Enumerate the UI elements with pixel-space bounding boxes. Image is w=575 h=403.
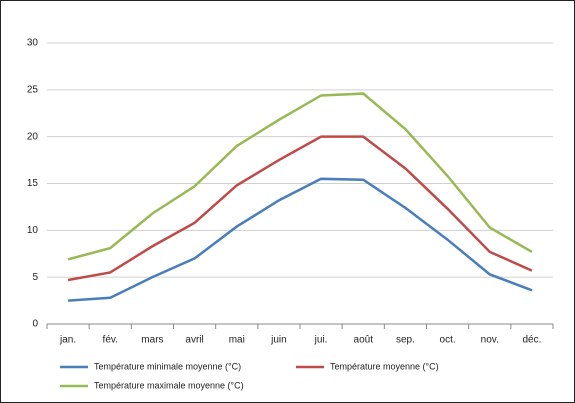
y-tick-label: 15	[27, 178, 39, 189]
legend-label: Température moyenne (°C)	[330, 361, 439, 371]
x-tick-label: jan.	[59, 335, 76, 346]
series-line	[67, 135, 533, 282]
y-tick-label: 0	[32, 319, 38, 330]
y-tick-label: 30	[27, 38, 39, 49]
y-tick-label: 25	[27, 84, 39, 95]
x-tick-label: août	[354, 335, 374, 346]
series-line	[67, 92, 533, 261]
y-tick-label: 10	[27, 225, 39, 236]
x-tick-label: fév.	[103, 335, 118, 346]
legend-label: Température maximale moyenne (°C)	[94, 380, 244, 390]
x-tick-label: sep.	[396, 335, 415, 346]
x-tick-label: mars	[141, 335, 163, 346]
x-tick-label: déc.	[522, 335, 541, 346]
x-tick-label: avril	[185, 335, 203, 346]
series-line	[68, 177, 533, 302]
y-tick-label: 5	[32, 272, 38, 283]
x-tick-label: nov.	[481, 335, 499, 346]
x-tick-label: juin	[270, 335, 287, 346]
x-tick-label: jui.	[314, 335, 328, 346]
x-tick-label: oct.	[440, 335, 456, 346]
legend-label: Température minimale moyenne (°C)	[94, 361, 241, 371]
x-tick-label: mai	[229, 335, 245, 346]
y-tick-label: 20	[27, 131, 39, 142]
